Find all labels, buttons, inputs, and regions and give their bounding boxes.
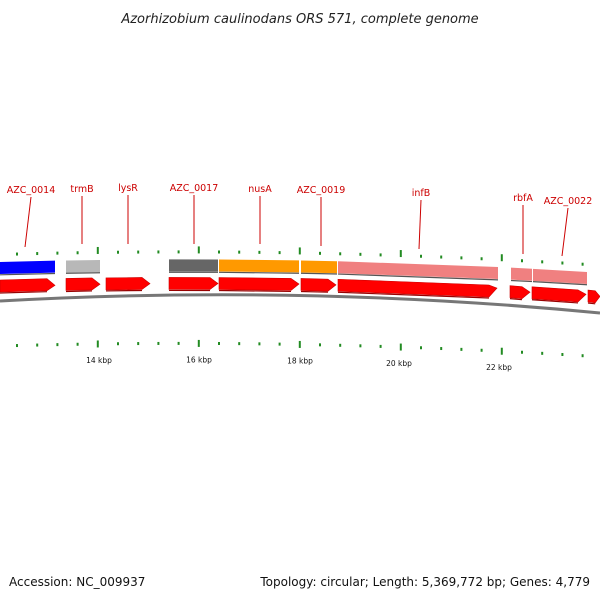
gene-arrow bbox=[168, 277, 219, 290]
tick-label-14-kbp: 14 kbp bbox=[86, 356, 112, 365]
gene-leader-azc_0022 bbox=[561, 207, 569, 257]
gene-arrow-shadow bbox=[65, 290, 93, 293]
gene-label-azc_0017: AZC_0017 bbox=[170, 183, 219, 194]
feature-color-bars bbox=[0, 259, 588, 286]
lower-tick-marks bbox=[16, 339, 584, 358]
feature-bar-shadow bbox=[0, 272, 56, 276]
gene-arrows bbox=[0, 277, 600, 305]
gene-arrow bbox=[531, 286, 587, 303]
gene-label-trmb: trmB bbox=[70, 184, 93, 195]
gene-label-nusa: nusA bbox=[248, 184, 272, 195]
feature-bar-shadow bbox=[532, 281, 588, 286]
gene-arrow bbox=[300, 278, 337, 292]
tick-label-16-kbp: 16 kbp bbox=[186, 355, 212, 364]
gene-arrow bbox=[337, 278, 498, 298]
gene-label-azc_0022: AZC_0022 bbox=[544, 196, 593, 207]
genome-summary-text: Topology: circular; Length: 5,369,772 bp… bbox=[259, 575, 590, 589]
gene-label-azc_0014: AZC_0014 bbox=[7, 185, 56, 196]
feature-bar-trmb bbox=[66, 259, 100, 273]
feature-bar-nusa bbox=[219, 259, 299, 273]
feature-bar-shadow bbox=[337, 273, 499, 281]
gene-label-rbfa: rbfA bbox=[513, 193, 533, 204]
gene-leader-azc_0014 bbox=[24, 196, 32, 248]
feature-bar-shadow bbox=[510, 279, 533, 283]
tick-label-22-kbp: 22 kbp bbox=[486, 363, 512, 372]
feature-bar-azc_0019 bbox=[301, 260, 337, 274]
gene-label-infb: infB bbox=[412, 188, 431, 199]
feature-bar-azc_0017 bbox=[169, 259, 218, 272]
genome-title: Azorhizobium caulinodans ORS 571, comple… bbox=[120, 12, 478, 27]
gene-label-lysr: lysR bbox=[118, 183, 138, 194]
gene-arrow bbox=[218, 277, 300, 291]
gene-label-azc_0019: AZC_0019 bbox=[297, 185, 346, 196]
tick-label-18-kbp: 18 kbp bbox=[287, 356, 313, 365]
feature-bar-azc_0022 bbox=[533, 268, 587, 284]
gene-arrow bbox=[509, 285, 531, 299]
feature-bar-rbfa bbox=[511, 267, 532, 281]
gene-arrow-shadow bbox=[509, 298, 523, 301]
upper-tick-marks bbox=[16, 246, 584, 266]
genome-backbone bbox=[0, 293, 600, 315]
gene-arrow-shadow bbox=[337, 291, 490, 299]
gene-arrow bbox=[105, 277, 151, 291]
gene-arrow bbox=[0, 278, 56, 293]
gene-arrow-shadow bbox=[587, 302, 596, 305]
gene-labels: AZC_0014 trmB lysR AZC_0017 nusA AZC_0019 infB… bbox=[7, 183, 593, 257]
feature-bar-shadow bbox=[300, 272, 338, 275]
gene-arrow bbox=[65, 277, 101, 291]
gene-arrow-shadow bbox=[531, 299, 579, 304]
gene-arrow-shadow bbox=[0, 291, 48, 294]
gene-arrow-shadow bbox=[300, 290, 329, 293]
tick-label-20-kbp: 20 kbp bbox=[386, 359, 412, 368]
scale-tick-labels: 14 kbp 16 kbp 18 kbp 20 kbp 22 kbp bbox=[86, 355, 512, 372]
feature-bar-shadow bbox=[218, 271, 300, 274]
gene-arrow-shadow bbox=[218, 289, 292, 293]
gene-arrow bbox=[587, 289, 600, 304]
gene-leader-infb bbox=[418, 199, 422, 250]
feature-bar-azc_0014 bbox=[0, 260, 55, 274]
accession-text: Accession: NC_009937 bbox=[9, 575, 145, 589]
feature-bar-shadow bbox=[65, 272, 101, 274]
feature-bar-infb bbox=[338, 261, 498, 280]
